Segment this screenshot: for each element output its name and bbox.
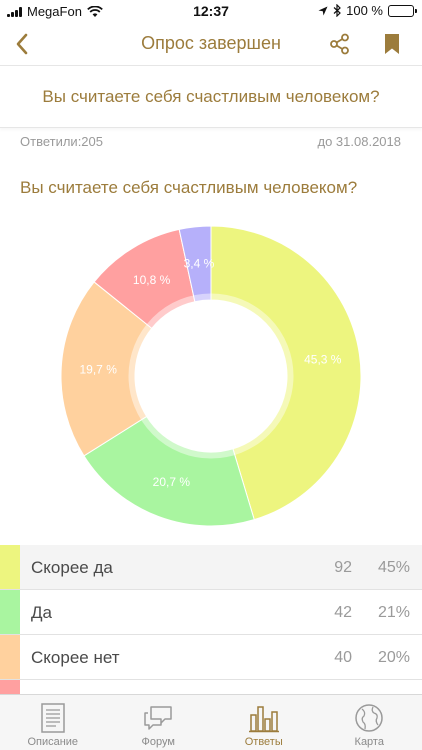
tab-bar: Описание Форум Ответы	[0, 694, 422, 750]
status-time: 12:37	[193, 3, 229, 19]
tab-forum[interactable]: Форум	[106, 695, 212, 750]
legend-percent: 20%	[377, 649, 410, 666]
legend-row[interactable]: Скорее нет 40 20%	[0, 635, 422, 680]
share-icon	[330, 33, 349, 55]
page-title: Опрос завершен	[141, 33, 281, 53]
legend-label: Скорее да	[31, 558, 113, 577]
donut-inner-ring	[128, 293, 294, 459]
respondents-count: Ответили:205	[20, 134, 103, 149]
legend-label: Скорее нет	[31, 648, 120, 667]
deadline-date: до 31.08.2018	[317, 134, 402, 149]
tab-label: Карта	[354, 736, 384, 748]
legend-percent: 21%	[377, 604, 410, 621]
donut-slice-label: 10,8 %	[133, 273, 171, 287]
tab-description[interactable]: Описание	[0, 695, 106, 750]
bookmark-button[interactable]	[378, 30, 406, 58]
location-arrow-icon	[318, 6, 328, 15]
legend-row[interactable]: Да 42 21%	[0, 590, 422, 635]
donut-slice-label: 19,7 %	[80, 362, 118, 376]
chat-icon	[142, 702, 174, 734]
donut-chart: 45,3 % 20,7 % 19,7 % 10,8 % 3,4 %	[60, 225, 362, 527]
document-icon	[37, 702, 69, 734]
legend-count: 40	[334, 649, 352, 666]
bar-chart-icon	[248, 702, 280, 734]
donut-hole	[135, 300, 287, 452]
legend-swatch	[0, 590, 20, 634]
legend-swatch	[0, 635, 20, 679]
bluetooth-icon	[333, 4, 341, 17]
donut-slice-label: 3,4 %	[184, 257, 215, 271]
chevron-left-icon	[16, 33, 28, 55]
bookmark-icon	[385, 34, 399, 54]
signal-icon	[7, 6, 22, 17]
battery-percent: 100 %	[346, 3, 383, 18]
globe-icon	[353, 702, 385, 734]
battery-icon	[388, 4, 417, 17]
legend-row-partial[interactable]	[0, 680, 422, 696]
tab-label: Описание	[27, 736, 79, 748]
donut-slice	[210, 225, 362, 521]
status-right: 100 %	[318, 3, 417, 18]
wifi-icon	[87, 5, 103, 17]
question-header: Вы считаете себя счастливым человеком?	[0, 66, 422, 128]
status-left: MegaFon	[7, 4, 103, 19]
chart-title: Вы считаете себя счастливым человеком?	[20, 178, 358, 197]
tab-answers[interactable]: Ответы	[211, 695, 317, 750]
question-text: Вы считаете себя счастливым человеком?	[42, 86, 380, 106]
tab-label: Форум	[141, 736, 175, 748]
carrier-name: MegaFon	[27, 4, 82, 19]
legend-percent: 45%	[377, 559, 410, 576]
legend-swatch	[0, 545, 20, 589]
legend-count: 42	[334, 604, 352, 621]
donut-slice-label: 45,3 %	[304, 353, 342, 367]
back-button[interactable]	[8, 30, 36, 58]
legend-label: Да	[31, 603, 52, 622]
legend-list: Скорее да 92 45% Да 42 21% Скорее нет 40…	[0, 545, 422, 680]
legend-count: 92	[334, 559, 352, 576]
tab-label: Ответы	[244, 736, 283, 748]
share-button[interactable]	[326, 30, 354, 58]
donut-slice-label: 20,7 %	[153, 475, 191, 489]
status-bar: MegaFon 12:37 100 %	[0, 0, 422, 22]
legend-row[interactable]: Скорее да 92 45%	[0, 545, 422, 590]
nav-bar: Опрос завершен	[0, 22, 422, 66]
tab-map[interactable]: Карта	[317, 695, 422, 750]
legend-swatch	[0, 680, 20, 696]
